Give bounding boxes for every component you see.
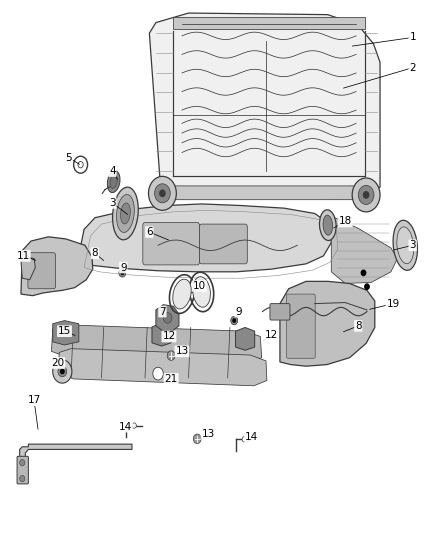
Circle shape (20, 459, 25, 466)
Polygon shape (331, 216, 397, 284)
Polygon shape (21, 257, 35, 280)
Circle shape (233, 319, 236, 322)
Polygon shape (78, 204, 331, 272)
Polygon shape (20, 444, 132, 458)
Circle shape (364, 192, 369, 198)
Text: 11: 11 (17, 251, 30, 261)
Text: 21: 21 (165, 374, 178, 384)
Text: 4: 4 (109, 166, 116, 176)
Text: 3: 3 (410, 240, 416, 251)
Circle shape (361, 270, 366, 276)
Circle shape (242, 437, 247, 442)
Ellipse shape (173, 279, 191, 309)
Ellipse shape (319, 210, 336, 240)
Circle shape (20, 475, 25, 482)
Polygon shape (21, 237, 93, 296)
Text: 9: 9 (235, 306, 242, 317)
Circle shape (160, 190, 165, 197)
Text: 6: 6 (146, 227, 153, 237)
Circle shape (155, 184, 170, 203)
FancyBboxPatch shape (168, 186, 364, 200)
Circle shape (155, 370, 161, 377)
Ellipse shape (107, 171, 120, 192)
Ellipse shape (397, 227, 414, 264)
Polygon shape (152, 323, 171, 346)
Circle shape (352, 178, 380, 212)
Text: 19: 19 (386, 298, 400, 309)
Text: 14: 14 (119, 422, 132, 432)
Ellipse shape (323, 215, 332, 235)
Ellipse shape (393, 220, 417, 270)
Polygon shape (53, 320, 79, 345)
Circle shape (167, 351, 175, 360)
Polygon shape (236, 327, 254, 350)
Ellipse shape (120, 203, 131, 224)
FancyBboxPatch shape (173, 17, 365, 29)
Circle shape (148, 176, 177, 211)
Ellipse shape (113, 187, 138, 240)
Text: 3: 3 (109, 198, 116, 208)
Circle shape (74, 156, 88, 173)
Text: 8: 8 (355, 321, 362, 331)
Text: 12: 12 (265, 330, 278, 341)
Text: 12: 12 (162, 332, 176, 342)
FancyBboxPatch shape (28, 253, 55, 289)
Circle shape (358, 185, 374, 205)
FancyBboxPatch shape (270, 304, 290, 320)
Text: 1: 1 (410, 33, 416, 43)
Text: 18: 18 (339, 216, 352, 227)
Circle shape (58, 366, 67, 377)
Text: 9: 9 (120, 263, 127, 272)
Circle shape (365, 284, 369, 289)
Polygon shape (149, 13, 380, 199)
Text: 14: 14 (245, 432, 258, 442)
Text: 5: 5 (66, 153, 72, 163)
Text: 20: 20 (51, 358, 64, 368)
Polygon shape (58, 349, 267, 386)
FancyBboxPatch shape (286, 294, 315, 358)
Ellipse shape (110, 175, 117, 188)
Text: 8: 8 (92, 248, 98, 259)
Text: 7: 7 (159, 306, 166, 317)
Circle shape (153, 367, 163, 380)
Circle shape (60, 369, 64, 374)
FancyBboxPatch shape (143, 222, 199, 265)
Circle shape (78, 161, 83, 168)
Circle shape (193, 434, 201, 443)
Text: 13: 13 (175, 346, 189, 357)
Text: 15: 15 (58, 326, 71, 336)
Circle shape (53, 360, 72, 383)
Ellipse shape (117, 195, 134, 232)
Circle shape (163, 313, 172, 323)
Text: 17: 17 (28, 395, 41, 405)
Polygon shape (156, 305, 179, 331)
Polygon shape (51, 325, 261, 363)
Circle shape (231, 317, 238, 325)
Circle shape (119, 269, 126, 277)
Circle shape (121, 271, 124, 274)
Text: 10: 10 (193, 281, 206, 291)
FancyBboxPatch shape (199, 224, 247, 264)
Polygon shape (280, 281, 375, 366)
Ellipse shape (193, 277, 210, 307)
Text: 13: 13 (201, 429, 215, 439)
Circle shape (132, 423, 136, 428)
Text: 2: 2 (410, 63, 416, 72)
FancyBboxPatch shape (17, 456, 28, 484)
